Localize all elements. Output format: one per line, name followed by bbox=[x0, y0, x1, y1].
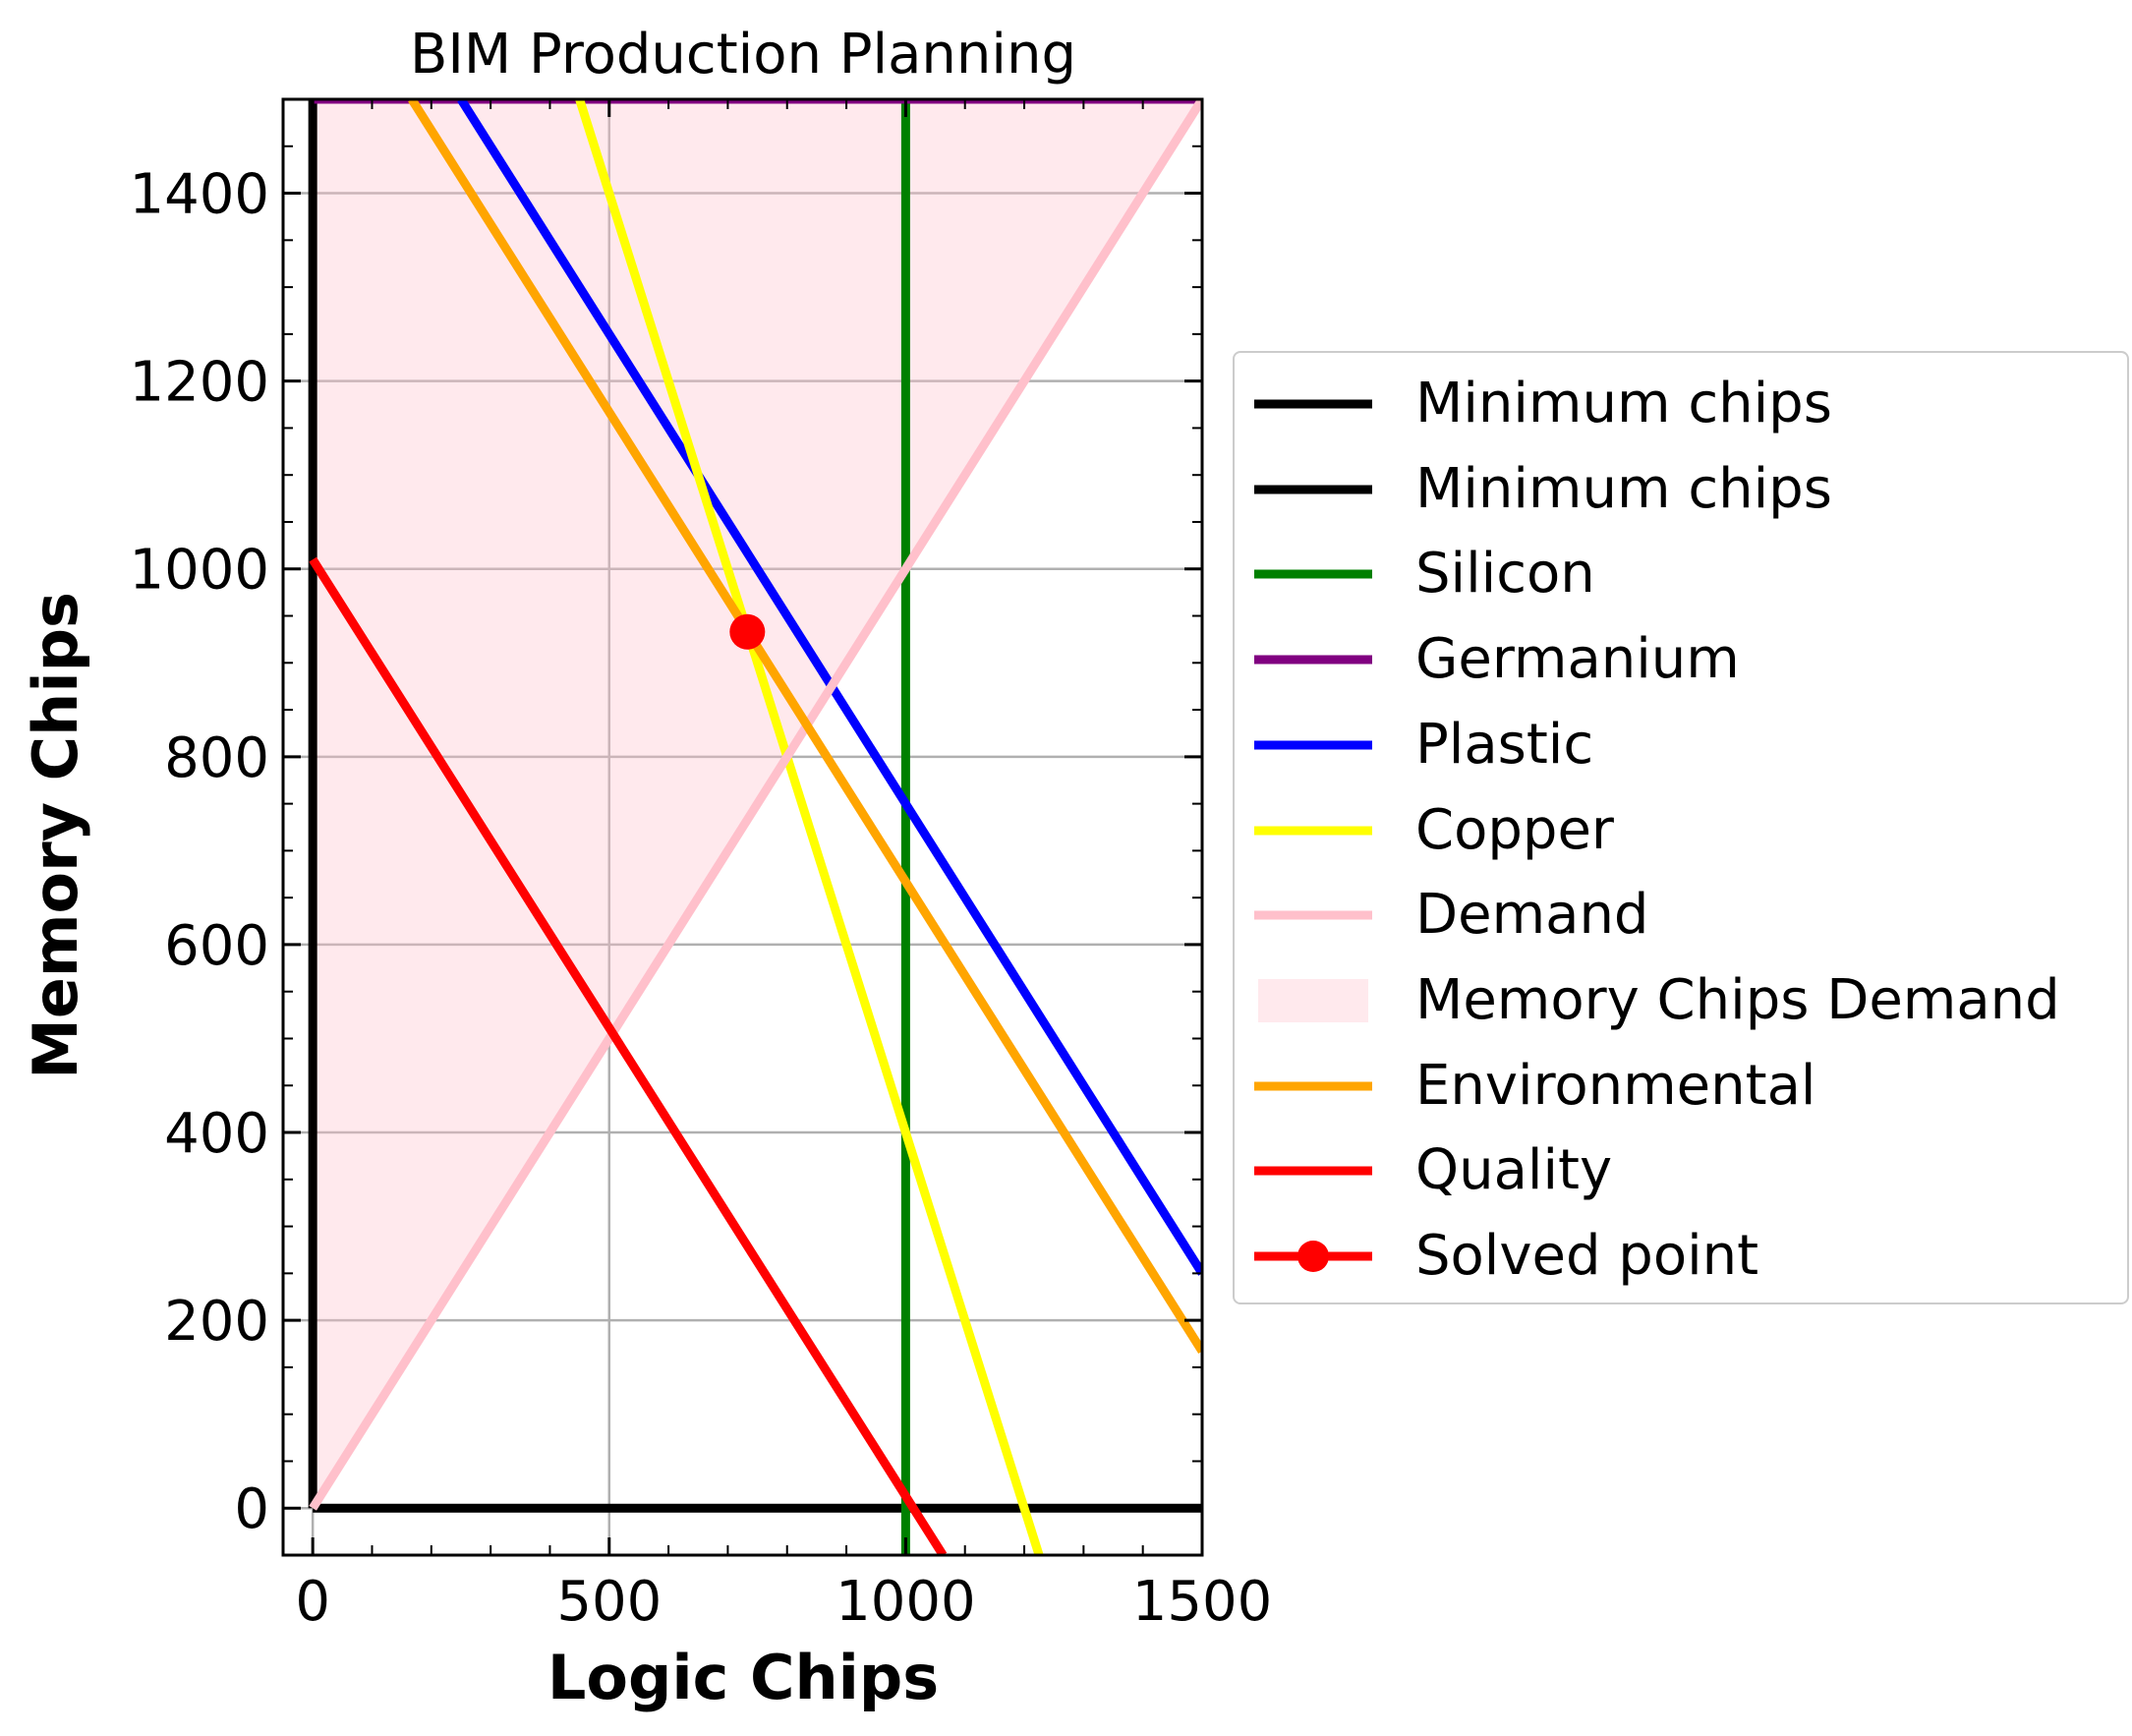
legend-swatch bbox=[1254, 485, 1372, 494]
legend-label: Memory Chips Demand bbox=[1415, 967, 2060, 1032]
x-tick-label: 0 bbox=[295, 1570, 330, 1634]
y-tick-label: 200 bbox=[164, 1290, 269, 1354]
memory-chips-demand-region bbox=[313, 99, 1203, 1509]
legend-label: Minimum chips bbox=[1415, 372, 1832, 435]
solved-point-layer bbox=[729, 613, 766, 650]
legend-swatch bbox=[1254, 910, 1372, 920]
legend-label: Silicon bbox=[1415, 542, 1595, 607]
legend-item: Minimum chips bbox=[1235, 456, 2127, 521]
legend-label: Minimum chips bbox=[1415, 456, 1832, 521]
y-tick-label: 1400 bbox=[129, 163, 269, 227]
plot-area-frame bbox=[281, 97, 1204, 1557]
y-tick-label: 600 bbox=[164, 914, 269, 978]
y-tick-label: 0 bbox=[234, 1477, 269, 1541]
ticks-layer: 0 500 1000 1500 0 200 400 600 800 1000 1200 1400 bbox=[129, 98, 1273, 1634]
legend-label: Germanium bbox=[1415, 627, 1740, 692]
legend-item: Demand bbox=[1235, 886, 2127, 945]
x-tick-label: 1500 bbox=[1132, 1570, 1273, 1634]
legend-item: Memory Chips Demand bbox=[1235, 967, 2127, 1032]
y-tick-label: 400 bbox=[164, 1102, 269, 1166]
series-environmental bbox=[408, 99, 1202, 1355]
legend-swatch bbox=[1254, 826, 1372, 835]
x-tick-label: 500 bbox=[556, 1570, 662, 1634]
legend-label: Quality bbox=[1415, 1138, 1613, 1203]
legend-swatch bbox=[1258, 978, 1368, 1022]
series-demand bbox=[309, 99, 1202, 1511]
x-tick-label: 1000 bbox=[836, 1570, 976, 1634]
legend-marker bbox=[1297, 1241, 1329, 1272]
legend-patch bbox=[1258, 978, 1368, 1022]
series-layer bbox=[308, 99, 1202, 1555]
legend-swatch bbox=[1254, 740, 1372, 750]
legend-item: Solved point bbox=[1235, 1227, 2127, 1286]
legend-swatch bbox=[1254, 1241, 1372, 1272]
legend-label: Copper bbox=[1415, 797, 1614, 862]
legend-item: Environmental bbox=[1235, 1053, 2127, 1118]
chart-legend: Minimum chips Minimum chips Silicon Germani… bbox=[1233, 351, 2129, 1304]
chart-title: BIM Production Planning bbox=[410, 23, 1076, 87]
legend-swatch bbox=[1254, 1081, 1372, 1091]
legend-item: Copper bbox=[1235, 797, 2127, 862]
y-tick-label: 800 bbox=[164, 726, 269, 790]
legend-label: Demand bbox=[1415, 883, 1649, 948]
series-quality bbox=[309, 556, 948, 1555]
series-copper bbox=[575, 99, 1044, 1555]
legend-item: Quality bbox=[1235, 1141, 2127, 1200]
x-axis-label: Logic Chips bbox=[547, 1642, 939, 1713]
legend-item: Minimum chips bbox=[1235, 375, 2127, 434]
y-tick-label: 1200 bbox=[129, 351, 269, 415]
legend-item: Plastic bbox=[1235, 712, 2127, 777]
y-axis-label: Memory Chips bbox=[20, 592, 91, 1079]
legend-swatch bbox=[1254, 655, 1372, 665]
legend-label: Plastic bbox=[1415, 712, 1594, 777]
solved-point-marker bbox=[729, 613, 766, 650]
legend-swatch bbox=[1254, 1166, 1372, 1176]
legend-label: Environmental bbox=[1415, 1053, 1816, 1118]
legend-item: Germanium bbox=[1235, 630, 2127, 689]
shaded-region-layer bbox=[313, 99, 1203, 1509]
legend-item: Silicon bbox=[1235, 545, 2127, 604]
legend-label: Solved point bbox=[1415, 1224, 1759, 1288]
legend-swatch bbox=[1254, 399, 1372, 409]
legend-swatch bbox=[1254, 569, 1372, 579]
y-tick-label: 1000 bbox=[129, 539, 269, 603]
